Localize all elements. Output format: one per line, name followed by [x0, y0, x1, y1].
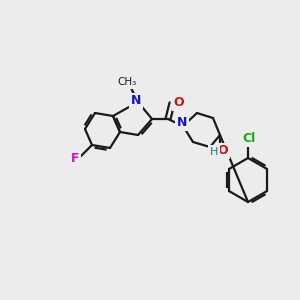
Text: H: H [210, 147, 218, 157]
Text: O: O [174, 97, 184, 110]
Text: O: O [218, 145, 228, 158]
Text: F: F [71, 152, 79, 164]
Text: Cl: Cl [242, 133, 256, 146]
Text: N: N [131, 94, 141, 107]
Text: CH₃: CH₃ [117, 77, 136, 87]
Text: N: N [177, 116, 187, 130]
